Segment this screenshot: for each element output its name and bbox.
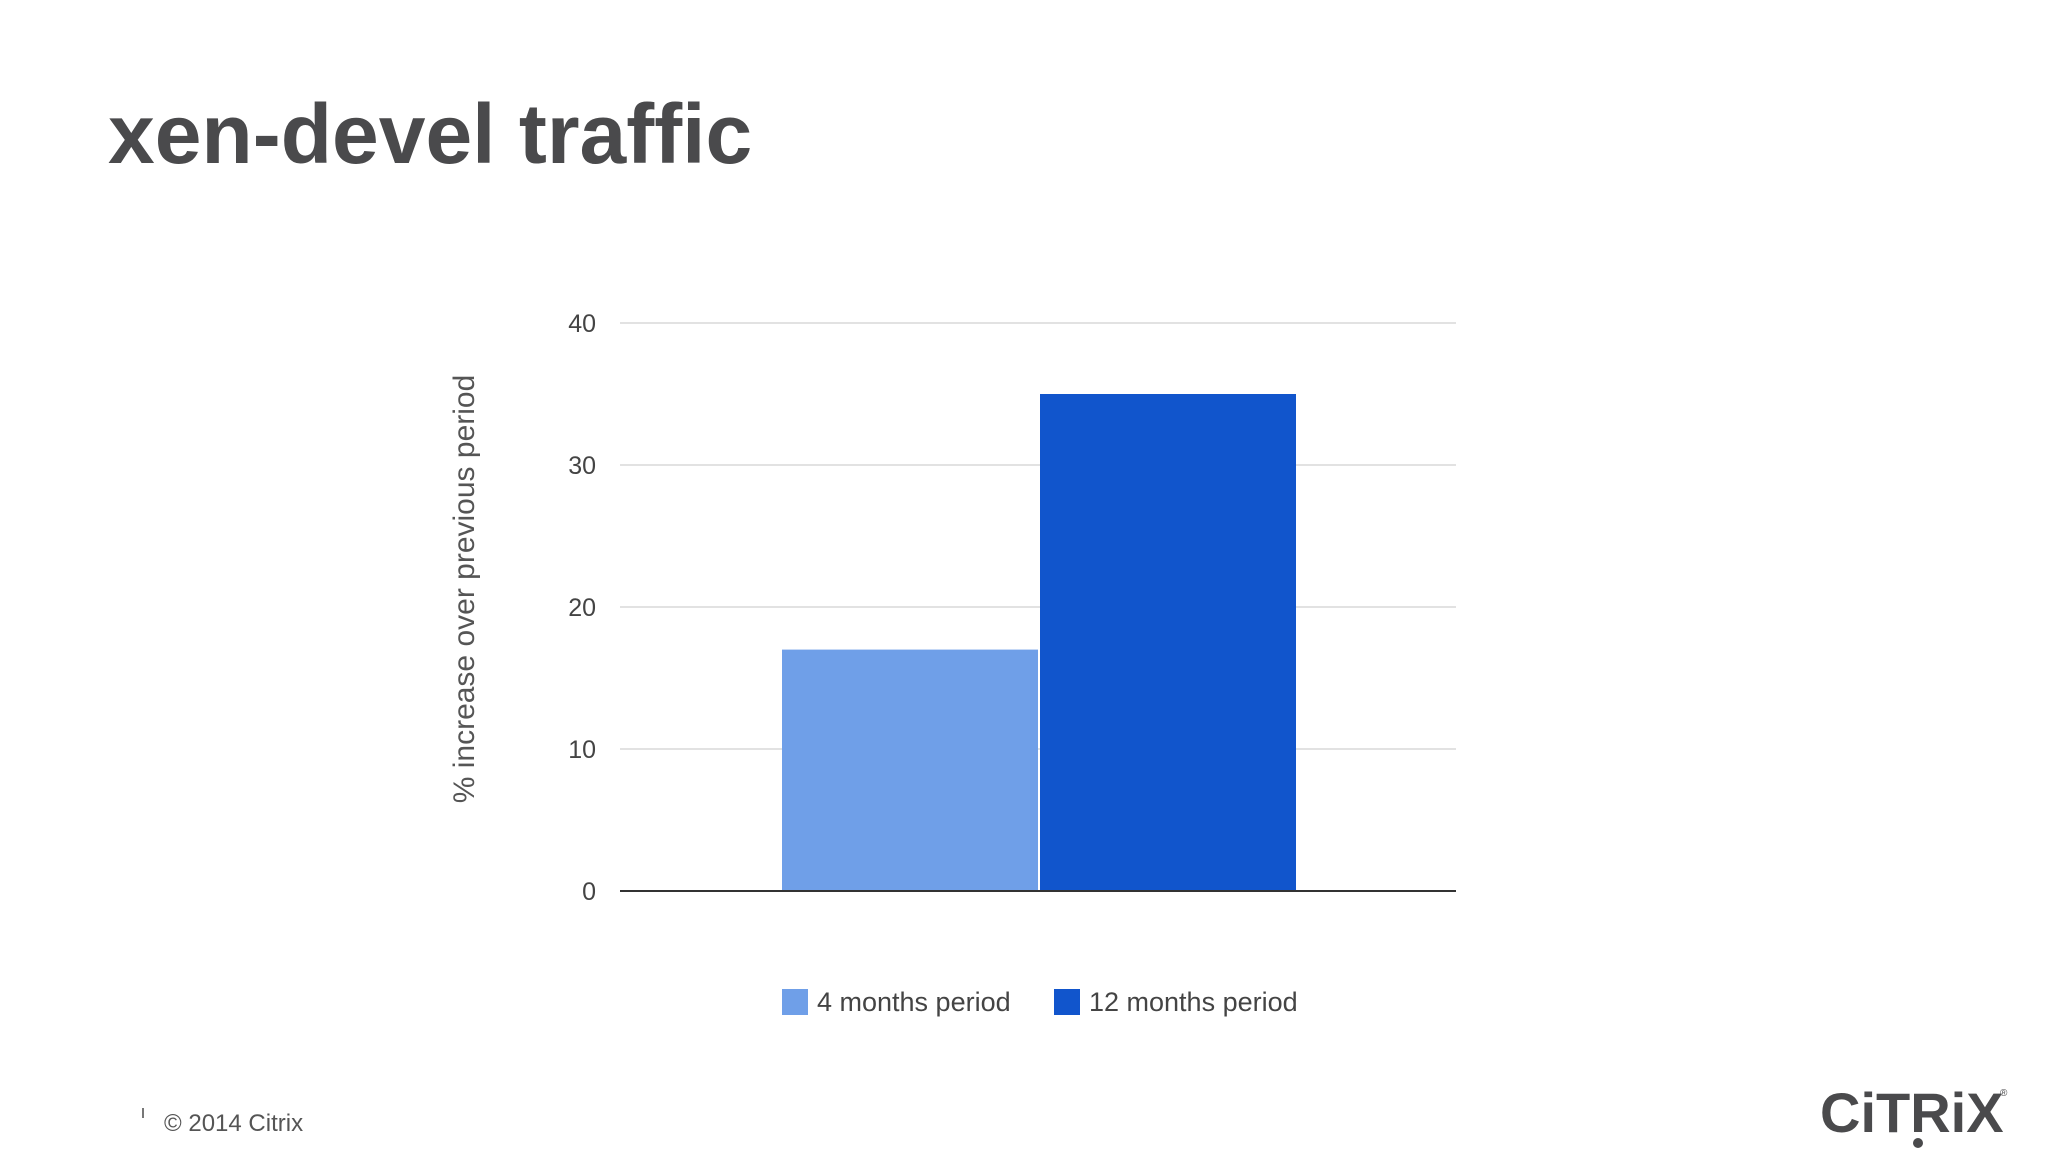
logo-registered-mark: ® bbox=[2000, 1088, 2008, 1099]
slide-title: xen-devel traffic bbox=[108, 87, 753, 181]
legend-label-2: 12 months period bbox=[1089, 987, 1298, 1017]
legend-label-1: 4 months period bbox=[817, 987, 1011, 1017]
y-tick-label: 20 bbox=[568, 594, 596, 622]
gridlines bbox=[620, 322, 1456, 750]
copyright-text: © 2014 Citrix bbox=[164, 1110, 304, 1137]
logo-wordmark: CiTRiX bbox=[1820, 1081, 2004, 1144]
bar-2 bbox=[1040, 394, 1296, 891]
y-tick-label: 40 bbox=[568, 310, 596, 338]
y-tick-label: 30 bbox=[568, 452, 596, 480]
y-axis-label: % increase over previous period bbox=[448, 375, 481, 804]
axes: 0 10 20 30 40 % increase over previous period bbox=[448, 310, 1456, 906]
y-tick-label: 0 bbox=[582, 878, 596, 906]
legend: 4 months period 12 months period bbox=[782, 987, 1298, 1017]
footer-tick-mark bbox=[142, 1108, 144, 1118]
y-tick-label: 10 bbox=[568, 736, 596, 764]
bars bbox=[782, 394, 1296, 891]
citrix-logo: CiTRiX ® bbox=[1820, 1081, 2008, 1148]
logo-dot bbox=[1913, 1138, 1923, 1148]
legend-swatch-2 bbox=[1054, 989, 1080, 1015]
bar-1 bbox=[782, 649, 1038, 891]
legend-swatch-1 bbox=[782, 989, 808, 1015]
